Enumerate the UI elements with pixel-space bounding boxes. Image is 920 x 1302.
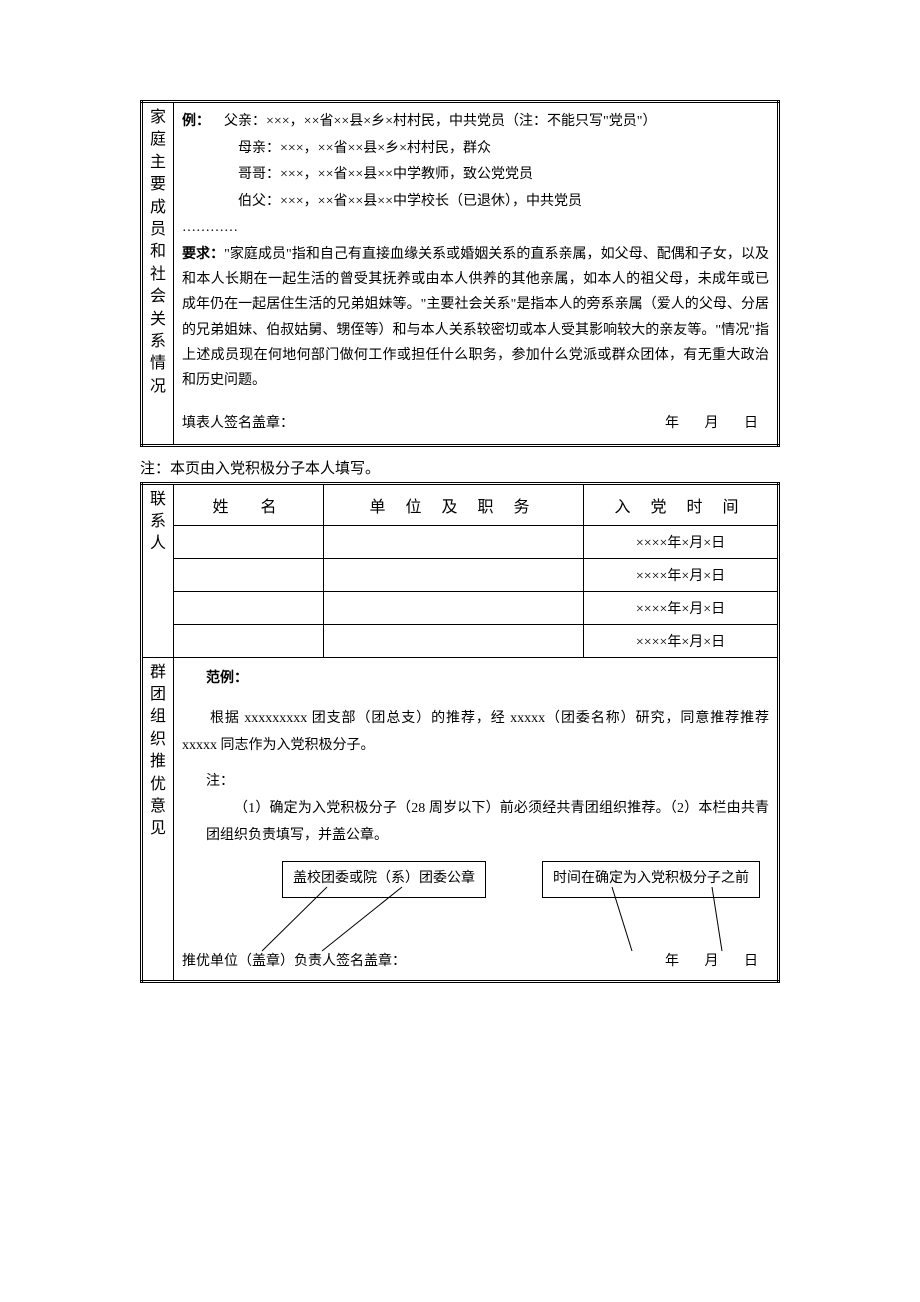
callout-box-2: 时间在确定为入党积极分子之前 (542, 861, 760, 898)
contact-and-group-table: 联系人 姓 名 单 位 及 职 务 入 党 时 间 ××××年×月×日 ××××… (140, 482, 780, 983)
group-header: 群团组织推优意见 (142, 657, 174, 981)
col-unit-header: 单 位 及 职 务 (324, 483, 584, 525)
contact-unit-1 (324, 558, 584, 591)
contact-name-1 (174, 558, 324, 591)
contact-unit-2 (324, 591, 584, 624)
group-content: 范例： 根据 xxxxxxxxx 团支部（团总支）的推荐，经 xxxxx（团委名… (174, 658, 777, 980)
family-section-header: 家庭主要成员和社会关系情况 (142, 102, 174, 446)
family-line-5: ………… (182, 215, 769, 242)
contact-unit-3 (324, 624, 584, 657)
family-line-2: 母亲：×××，××省××县×乡×村村民，群众 (182, 136, 769, 163)
group-day-label: 日 (733, 949, 769, 976)
page-note: 注：本页由入党积极分子本人填写。 (140, 457, 780, 478)
family-line-3: 哥哥：×××，××省××县××中学教师，致公党党员 (182, 162, 769, 189)
group-body-text: 根据 xxxxxxxxx 团支部（团总支）的推荐，经 xxxxx（团委名称）研究… (182, 706, 769, 759)
group-example-label: 范例： (182, 666, 769, 693)
col-date-header: 入 党 时 间 (584, 483, 779, 525)
contact-header: 联系人 (142, 483, 174, 657)
family-line-1: 父亲：×××，××省××县×乡×村村民，中共党员（注：不能只写"党员"） (224, 114, 657, 129)
day-label: 日 (733, 411, 769, 438)
contact-unit-0 (324, 525, 584, 558)
group-month-label: 月 (694, 949, 730, 976)
callouts-area: 盖校团委或院（系）团委公章 时间在确定为入党积极分子之前 (182, 861, 769, 941)
requirement-text: "家庭成员"指和自己有直接血缘关系或婚姻关系的直系亲属，如父母、配偶和子女，以及… (182, 247, 769, 388)
col-name-header: 姓 名 (174, 483, 324, 525)
year-label: 年 (654, 411, 690, 438)
table-row: ××××年×月×日 (142, 525, 779, 558)
table-row: ××××年×月×日 (142, 558, 779, 591)
example-label: 例： (182, 114, 210, 129)
table-row: ××××年×月×日 (142, 624, 779, 657)
family-section-table: 家庭主要成员和社会关系情况 例： 父亲：×××，××省××县×乡×村村民，中共党… (140, 100, 780, 447)
contact-name-3 (174, 624, 324, 657)
group-sign-label: 推优单位（盖章）负责人签名盖章： (182, 949, 406, 976)
callout-box-1: 盖校团委或院（系）团委公章 (282, 861, 486, 898)
contact-name-2 (174, 591, 324, 624)
family-section-content: 例： 父亲：×××，××省××县×乡×村村民，中共党员（注：不能只写"党员"） … (174, 102, 779, 446)
month-label: 月 (694, 411, 730, 438)
requirement-label: 要求： (182, 247, 224, 262)
date-placeholder: 年 月 日 (654, 411, 769, 438)
contact-date-2: ××××年×月×日 (584, 591, 779, 624)
contact-name-0 (174, 525, 324, 558)
table-row: ××××年×月×日 (142, 591, 779, 624)
contact-date-3: ××××年×月×日 (584, 624, 779, 657)
group-year-label: 年 (654, 949, 690, 976)
notes-label: 注： (206, 769, 769, 796)
contact-date-1: ××××年×月×日 (584, 558, 779, 591)
notes-text: （1）确定为入党积极分子（28 周岁以下）前必须经共青团组织推荐。（2）本栏由共… (206, 796, 769, 849)
signer-label: 填表人签名盖章： (182, 411, 294, 438)
group-date-placeholder: 年 月 日 (654, 949, 769, 976)
family-line-4: 伯父：×××，××省××县××中学校长（已退休），中共党员 (182, 189, 769, 216)
contact-date-0: ××××年×月×日 (584, 525, 779, 558)
